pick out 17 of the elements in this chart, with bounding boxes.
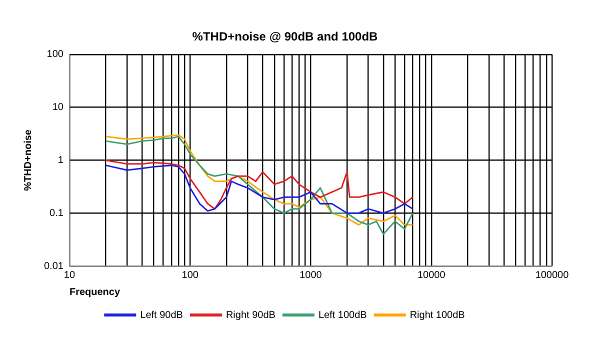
legend-label: Left 100dB <box>318 310 368 321</box>
x-tick-label: 100000 <box>535 270 570 281</box>
x-tick-label: 10000 <box>417 270 446 281</box>
legend-label: Right 100dB <box>410 310 466 321</box>
x-axis-title: Frequency <box>69 286 120 298</box>
x-tick-label: 1000 <box>300 270 322 281</box>
y-tick-label: 0.1 <box>50 208 64 219</box>
y-tick-label: 0.01 <box>44 260 64 272</box>
legend-label: Right 90dB <box>226 310 276 321</box>
y-tick-label: 1 <box>58 154 64 166</box>
x-tick-label: 100 <box>182 270 199 281</box>
chart-title: %THD+noise @ 90dB and 100dB <box>192 30 378 44</box>
y-tick-label: 100 <box>46 49 64 60</box>
legend-label: Left 90dB <box>140 310 184 321</box>
y-axis-title: %THD+noise <box>22 129 34 191</box>
x-tick-label: 10 <box>64 270 76 281</box>
y-tick-label: 10 <box>52 102 64 114</box>
